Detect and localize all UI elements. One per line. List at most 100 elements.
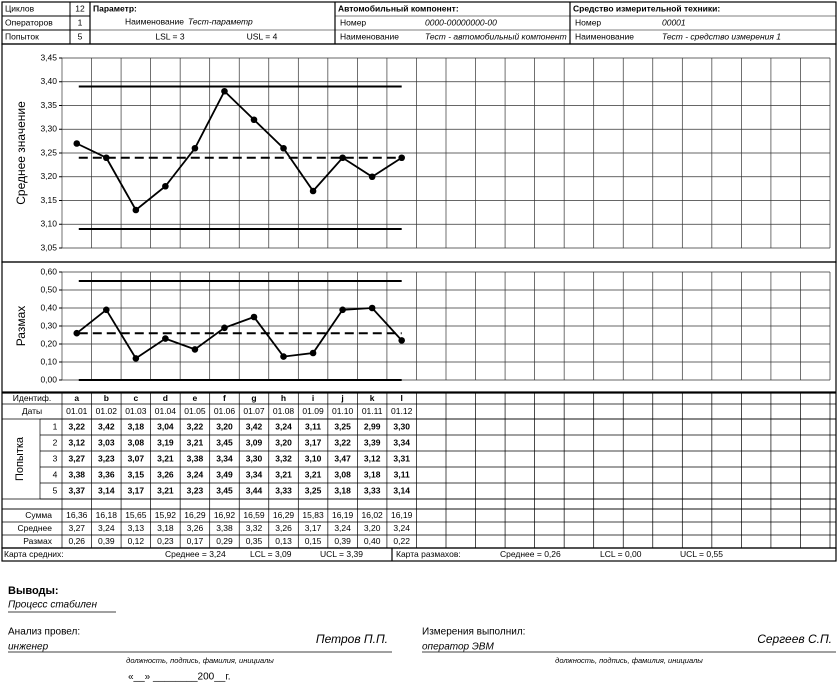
cell: 3,34 <box>393 437 410 447</box>
cell: 3,37 <box>68 485 85 495</box>
data-point <box>132 206 140 214</box>
signature-title: Измерения выполнил: <box>422 627 525 638</box>
cell: 3,09 <box>246 437 263 447</box>
cell: 3,24 <box>98 523 115 533</box>
data-point <box>398 154 405 162</box>
cell: 0,29 <box>216 536 233 546</box>
field-label: Наименование <box>340 31 399 41</box>
count-label: Циклов <box>5 3 35 13</box>
cell: 3,25 <box>305 485 322 495</box>
cell: 01.07 <box>243 406 265 416</box>
cell: 3,22 <box>187 421 204 431</box>
cell: 3,38 <box>68 469 85 479</box>
cell: 3,21 <box>157 453 174 463</box>
field-label: Номер <box>575 17 601 27</box>
summary-label: Карта средних: <box>4 549 64 559</box>
cell: 15,65 <box>125 510 147 520</box>
limit: LSL = 3 <box>155 31 184 41</box>
chart-frame <box>1 261 837 393</box>
y-tick-label: 3,40 <box>40 76 57 86</box>
data-point <box>250 116 258 124</box>
data-point <box>309 349 317 357</box>
cell: 3,21 <box>157 485 174 495</box>
summary-stat: UCL = 0,55 <box>680 549 723 559</box>
section-title: Автомобильный компонент: <box>338 3 459 13</box>
cell: 01.10 <box>332 406 354 416</box>
cell: 15,92 <box>155 510 177 520</box>
cell: 3,39 <box>364 437 381 447</box>
cell: 3,33 <box>364 485 381 495</box>
cell: 0,15 <box>305 536 322 546</box>
cell: 16,36 <box>66 510 88 520</box>
cell: 3,38 <box>187 453 204 463</box>
data-point <box>221 87 228 95</box>
cell: 3,26 <box>157 469 174 479</box>
cell: 16,19 <box>391 510 413 520</box>
cell: 0,12 <box>128 536 145 546</box>
cell: 3,23 <box>98 453 115 463</box>
y-tick-label: 0,40 <box>40 302 57 312</box>
cell: 01.12 <box>391 406 413 416</box>
cell: 3,34 <box>246 469 263 479</box>
row-label: Попытка <box>14 436 26 481</box>
cell: e <box>193 393 198 403</box>
cell: 3,24 <box>334 523 351 533</box>
count-label: Попыток <box>5 31 39 41</box>
cell: 3,44 <box>246 485 263 495</box>
cell: 16,19 <box>332 510 354 520</box>
y-tick-label: 3,20 <box>40 171 57 181</box>
cell: i <box>312 393 314 403</box>
cell: 0,39 <box>334 536 351 546</box>
row-number: 3 <box>53 453 58 463</box>
cell: 16,29 <box>273 510 295 520</box>
cell: 3,30 <box>246 453 263 463</box>
cell: 3,13 <box>128 523 145 533</box>
cell: 3,45 <box>216 485 233 495</box>
data-point <box>221 324 228 332</box>
y-axis-label: Среднее значение <box>14 101 28 205</box>
count-value: 5 <box>78 31 83 41</box>
data-point <box>132 355 140 362</box>
y-tick-label: 3,05 <box>40 242 57 252</box>
field-value: 00001 <box>662 17 686 27</box>
row-number: 4 <box>53 469 58 479</box>
cell: 3,17 <box>305 523 322 533</box>
cell: d <box>163 393 168 403</box>
field-value: 0000-00000000-00 <box>425 17 497 27</box>
data-point <box>162 335 169 342</box>
cell: 01.01 <box>66 406 88 416</box>
cell: 0,35 <box>246 536 263 546</box>
cell: h <box>281 393 286 403</box>
cell: l <box>401 393 403 403</box>
section-title: Средство измерительной техники: <box>573 3 720 13</box>
summary-frame <box>1 547 837 562</box>
cell: 3,20 <box>216 421 233 431</box>
cell: 3,21 <box>187 437 204 447</box>
signature-name: Петров П.П. <box>316 632 388 646</box>
cell: 01.03 <box>125 406 147 416</box>
conclusion-text: Процесс стабилен <box>8 599 97 611</box>
cell: 3,47 <box>334 453 351 463</box>
cell: 3,04 <box>157 421 174 431</box>
cell: 3,27 <box>68 523 85 533</box>
count-value: 1 <box>78 17 83 27</box>
cell: k <box>370 393 375 403</box>
y-tick-label: 3,25 <box>40 147 57 157</box>
field-label: Наименование <box>575 31 634 41</box>
data-point <box>191 346 199 353</box>
data-point <box>250 313 258 321</box>
data-point <box>339 154 346 162</box>
data-point <box>309 187 317 195</box>
cell: 3,30 <box>393 421 410 431</box>
field-value: Тест - автомобильный компонент <box>425 31 567 41</box>
y-tick-label: 3,30 <box>40 124 57 134</box>
data-point <box>339 306 346 314</box>
cell: 3,32 <box>246 523 263 533</box>
cell: 3,20 <box>275 437 292 447</box>
cell: 3,14 <box>98 485 115 495</box>
signature-title: Анализ провел: <box>8 627 80 638</box>
cell: 3,15 <box>128 469 145 479</box>
cell: 3,36 <box>98 469 115 479</box>
y-tick-label: 0,30 <box>40 320 57 330</box>
